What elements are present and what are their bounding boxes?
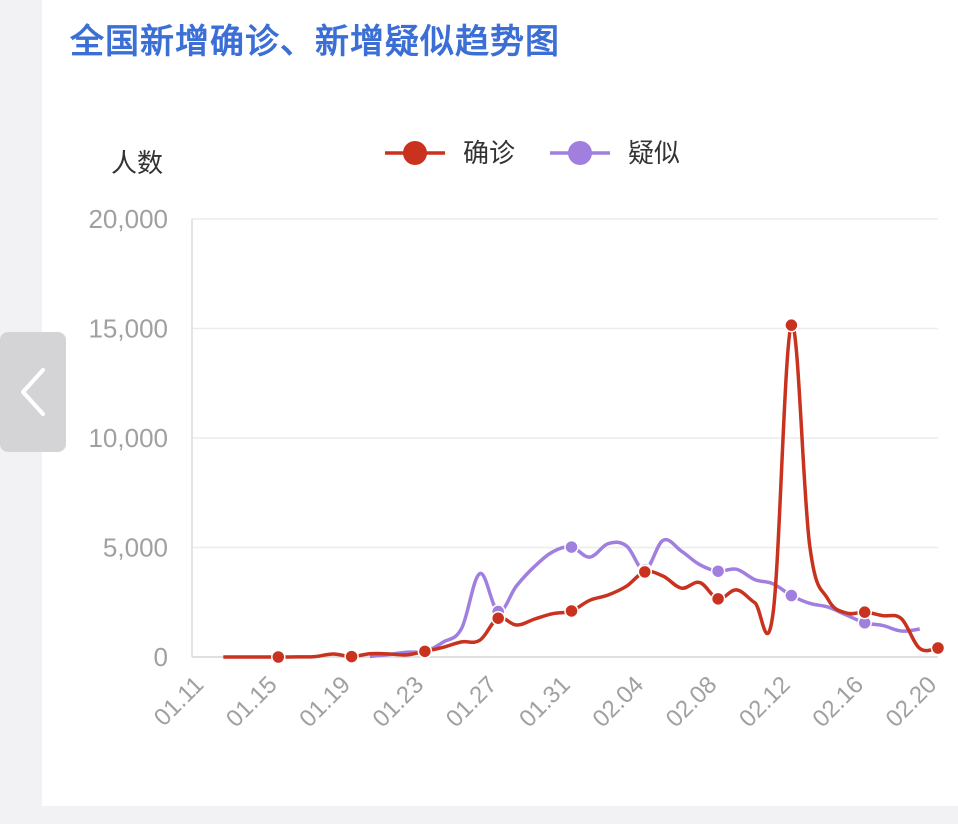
series-group — [223, 317, 946, 665]
y-tick-label: 10,000 — [88, 423, 168, 453]
data-point[interactable] — [710, 563, 726, 579]
data-point[interactable] — [417, 644, 433, 659]
x-tick-label: 01.19 — [294, 671, 356, 733]
data-point[interactable] — [784, 588, 799, 603]
prev-page-button[interactable] — [0, 332, 66, 452]
legend: 确诊 疑似 — [385, 139, 680, 169]
legend-item[interactable]: 疑似 — [550, 139, 680, 169]
x-tick-label: 02.12 — [734, 671, 796, 733]
data-point[interactable] — [930, 640, 946, 656]
x-tick-label: 02.16 — [807, 671, 869, 733]
data-point[interactable] — [784, 317, 799, 333]
data-point[interactable] — [637, 564, 653, 580]
data-point[interactable] — [344, 649, 359, 664]
y-tick-label: 15,000 — [88, 314, 168, 344]
chevron-left-icon — [21, 368, 45, 416]
y-tick-label: 20,000 — [88, 204, 168, 234]
data-point[interactable] — [857, 604, 872, 620]
data-point[interactable] — [490, 610, 506, 626]
x-tick-label: 01.15 — [221, 671, 283, 733]
legend-marker — [403, 141, 427, 165]
chart-title: 全国新增确诊、新增疑似趋势图 — [70, 22, 560, 62]
data-point[interactable] — [710, 591, 726, 607]
y-axis-unit-label: 人数 — [111, 149, 163, 179]
grid-lines — [192, 218, 938, 658]
x-tick-label: 01.23 — [368, 671, 430, 733]
data-point[interactable] — [564, 539, 579, 555]
legend-label: 疑似 — [628, 139, 680, 169]
data-point[interactable] — [564, 603, 579, 619]
legend-label: 确诊 — [463, 139, 515, 169]
y-tick-label: 5,000 — [103, 533, 168, 563]
x-tick-label: 02.08 — [661, 671, 723, 733]
x-tick-label: 02.04 — [587, 671, 649, 733]
legend-item[interactable]: 确诊 — [385, 139, 515, 169]
x-tick-label: 01.11 — [149, 671, 209, 731]
x-tick-label: 02.20 — [881, 671, 943, 733]
data-point[interactable] — [271, 649, 286, 665]
y-axis: 0 5,000 10,000 15,000 20,000 — [88, 204, 193, 672]
chart-card — [42, 0, 958, 806]
y-tick-label: 0 — [154, 642, 168, 672]
x-tick-label: 01.27 — [441, 671, 503, 733]
series-line-suspected — [369, 537, 920, 659]
x-tick-label: 01.31 — [514, 671, 576, 733]
legend-marker — [568, 141, 592, 165]
x-axis: 01.11 01.15 01.19 01.23 01.27 01.31 02.04 02.08… — [149, 671, 942, 733]
